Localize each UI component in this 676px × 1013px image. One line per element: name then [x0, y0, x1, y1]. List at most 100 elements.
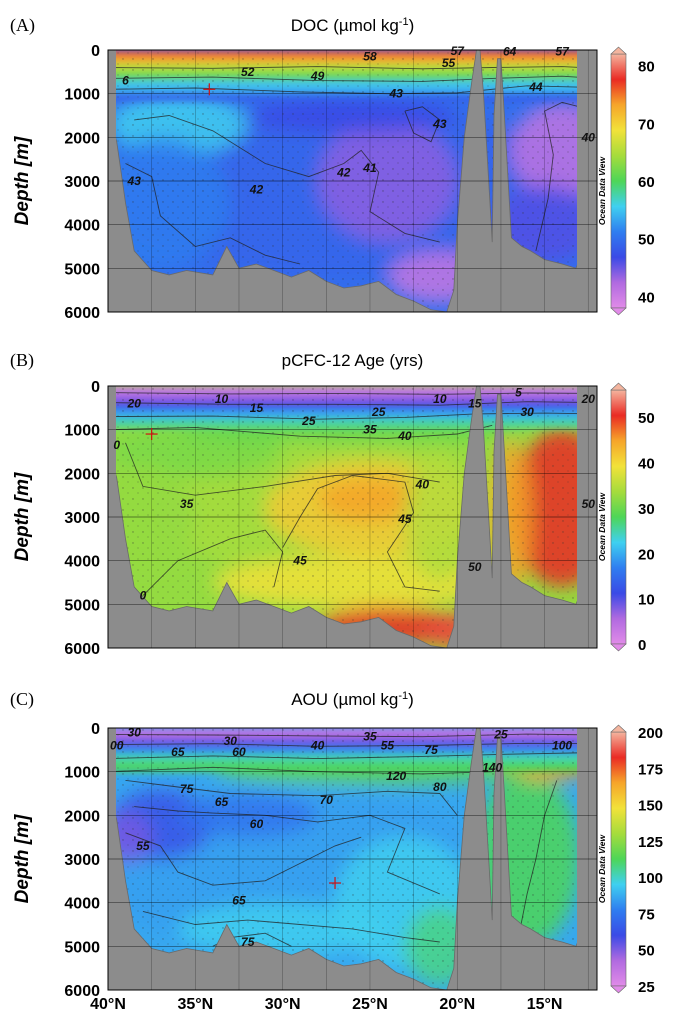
contour-label: 140 — [482, 760, 502, 774]
contour-label: 40 — [397, 429, 412, 443]
y-tick-label: 0 — [91, 379, 100, 396]
colorbar-tick-label: 50 — [638, 943, 655, 960]
contour-label: 35 — [180, 497, 194, 511]
contour-label: 65 — [215, 795, 229, 809]
colorbar-gradient — [610, 389, 627, 645]
contour-line — [108, 401, 597, 406]
title-main: pCFC-12 Age (yrs) — [282, 351, 424, 370]
contour-label: 44 — [528, 80, 543, 94]
contour-label: 15 — [468, 396, 482, 410]
colorbar-tick-label: 70 — [638, 116, 655, 133]
contour-label: 40 — [415, 477, 430, 491]
contour-line — [108, 424, 493, 439]
seafloor — [108, 386, 597, 648]
y-tick-label: 5000 — [64, 261, 100, 278]
contour-label: 49 — [310, 69, 325, 83]
colorbar-tick-label: 125 — [638, 834, 663, 851]
panel-label: (C) — [10, 689, 34, 710]
contour-line — [404, 106, 441, 143]
y-axis: 0 1000 2000 3000 4000 5000 6000 — [64, 721, 100, 1000]
y-tick-label: 1000 — [64, 423, 100, 440]
colorbar: 80 70 60 50 40 Ocean Data View — [597, 46, 655, 316]
colorbar: 200 175 150 125 100 75 50 25 Ocean Data View — [597, 724, 663, 996]
contour-label: 50 — [582, 497, 596, 511]
y-tick-label: 0 — [91, 43, 100, 60]
y-tick-label: 4000 — [64, 218, 100, 235]
contour-label: 75 — [180, 782, 194, 796]
title-superscript: -1 — [399, 16, 409, 28]
colorbar-gradient — [610, 731, 627, 987]
y-tick-label: 1000 — [64, 765, 100, 782]
contour-label: 55 — [381, 738, 395, 752]
contour-line — [125, 163, 301, 265]
y-tick-label: 6000 — [64, 641, 100, 658]
colorbar-tick-label: 60 — [638, 174, 655, 191]
contour-label: 55 — [136, 839, 150, 853]
contour-label: 00 — [110, 738, 124, 752]
y-axis-label: Depth [m] — [12, 814, 33, 903]
plot-frame — [107, 385, 598, 649]
contour-label: 45 — [292, 554, 307, 568]
y-tick-label: 3000 — [64, 174, 100, 191]
contour-label: 70 — [320, 793, 334, 807]
contour-labels: 20 10 15 25 25 35 10 15 5 30 20 40 0 35 40 45 45 50 0 50 — [113, 386, 595, 603]
colorbar-tick-label: 100 — [638, 870, 663, 887]
x-tick-label: 25°N — [352, 996, 388, 1013]
y-tick-label: 6000 — [64, 983, 100, 1000]
y-axis: 0 1000 2000 3000 4000 5000 6000 — [64, 379, 100, 658]
y-axis: 0 1000 2000 3000 4000 5000 6000 — [64, 43, 100, 322]
colorbar-tick-label: 50 — [638, 410, 655, 427]
contour-label: 0 — [113, 438, 120, 452]
title-main: DOC (µmol kg — [291, 16, 399, 35]
contour-label: 41 — [362, 161, 377, 175]
contour-label: 6 — [122, 74, 129, 88]
contour-label: 15 — [250, 401, 264, 415]
y-tick-label: 2000 — [64, 808, 100, 825]
contour-label: 20 — [581, 392, 596, 406]
colorbar-tick-label: 30 — [638, 501, 655, 518]
station-marker — [203, 83, 216, 96]
contour-label: 57 — [555, 44, 570, 58]
y-tick-label: 2000 — [64, 466, 100, 483]
plot-frame — [107, 727, 598, 991]
colorbar-tick-label: 50 — [638, 232, 655, 249]
contour-line — [108, 742, 597, 747]
colorbar-tick-label: 10 — [638, 592, 655, 609]
station-marker — [145, 428, 158, 441]
colorbar-tick-label: 75 — [638, 906, 655, 923]
colorbar-tick-label: 20 — [638, 546, 655, 563]
contour-label: 60 — [232, 745, 246, 759]
title-main: AOU (µmol kg — [291, 690, 398, 709]
colorbar-tick-label: 40 — [638, 289, 655, 306]
x-tick-label: 30°N — [265, 996, 301, 1013]
contour-label: 25 — [493, 728, 508, 742]
contour-label: 43 — [388, 87, 403, 101]
contour-label: 80 — [433, 780, 447, 794]
panel-label: (B) — [10, 350, 34, 371]
contour-label: 35 — [363, 730, 377, 744]
colorbar-tick-label: 200 — [638, 725, 663, 742]
contour-line — [108, 66, 597, 70]
contour-line — [125, 779, 458, 816]
contour-label: 45 — [397, 512, 412, 526]
contour-label: 60 — [250, 817, 264, 831]
colorbar-tick-label: 0 — [638, 637, 646, 654]
contour-label: 75 — [241, 935, 255, 949]
y-tick-label: 3000 — [64, 510, 100, 527]
contour-label: 35 — [363, 423, 377, 437]
y-tick-label: 4000 — [64, 554, 100, 571]
y-tick-label: 6000 — [64, 305, 100, 322]
colorbar-tick-label: 25 — [638, 979, 655, 996]
y-axis-label: Depth [m] — [12, 472, 33, 561]
contour-line — [108, 412, 597, 420]
x-tick-label: 40°N — [90, 996, 126, 1013]
colorbar-cap-top — [610, 46, 627, 55]
contour-line — [535, 101, 580, 252]
panel-2: 20 10 15 25 25 35 10 15 5 30 20 40 0 35 40 45 45 50 0 50 0 10… — [10, 350, 655, 658]
contour-label: 57 — [451, 44, 466, 58]
contour-line — [108, 733, 597, 738]
y-tick-label: 3000 — [64, 852, 100, 869]
contour-lines — [108, 392, 597, 596]
